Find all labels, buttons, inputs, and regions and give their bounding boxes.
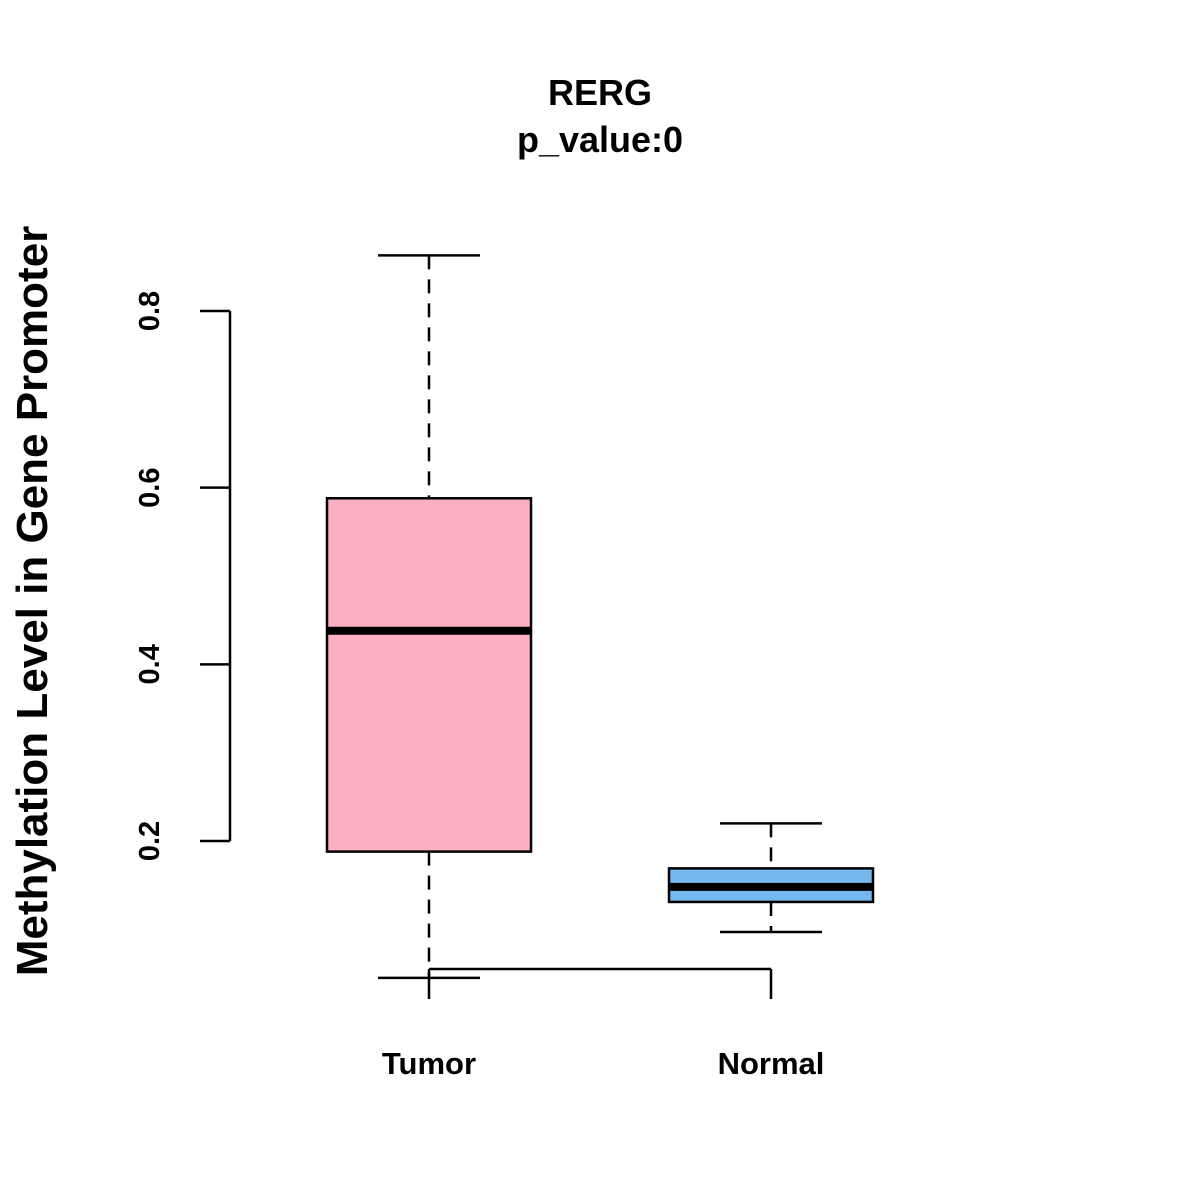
box-normal	[667, 822, 875, 934]
y-tick-label: 0.2	[134, 821, 166, 861]
iqr-box	[325, 497, 533, 853]
chart-title: RERG	[548, 72, 652, 113]
x-axis: Tumor Normal	[382, 967, 825, 1081]
y-axis: 0.2 0.4 0.6 0.8	[134, 291, 232, 861]
y-axis-label: Methylation Level in Gene Promoter	[8, 226, 57, 977]
y-tick-label: 0.8	[134, 291, 166, 331]
box-tumor	[325, 254, 533, 980]
y-tick-label: 0.4	[134, 644, 166, 684]
chart-subtitle: p_value:0	[517, 119, 683, 160]
y-tick-label: 0.6	[134, 468, 166, 508]
x-tick-label: Normal	[718, 1046, 825, 1081]
x-tick-label: Tumor	[382, 1046, 476, 1081]
boxes-layer	[325, 254, 875, 980]
